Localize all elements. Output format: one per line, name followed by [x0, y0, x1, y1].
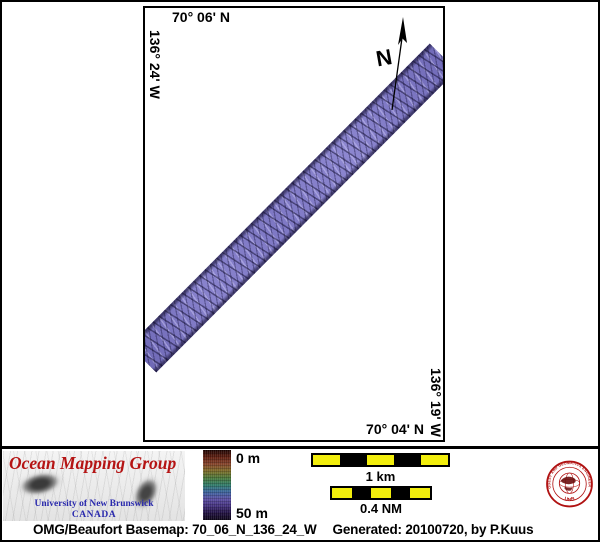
scalebar-segment [394, 455, 421, 465]
seal-inner-ring [552, 466, 587, 502]
scalebar-segment [332, 488, 352, 498]
latitude-label-top: 70° 06' N [172, 9, 230, 25]
seal-globe-landmass [560, 476, 576, 485]
north-arrow-shaft [391, 37, 403, 111]
north-arrow-head [398, 17, 407, 45]
nm-scalebar-label: 0.4 NM [360, 501, 402, 516]
omg-logo: Ocean Mapping Group University of New Br… [3, 451, 185, 521]
scalebar-segment [340, 455, 367, 465]
seal-unb-text: UNB [564, 496, 576, 503]
nm-scalebar [330, 486, 432, 500]
colorbar-min-label: 0 m [236, 450, 261, 466]
km-scalebar [311, 453, 450, 467]
logo-country-text: CANADA [71, 510, 117, 520]
scalebar-segment [410, 488, 430, 498]
scalebar-segment [313, 455, 340, 465]
scalebar-segment [371, 488, 391, 498]
seal-globe-landmass [564, 486, 573, 491]
depth-colorbar [203, 450, 231, 520]
scalebar-segment [421, 455, 448, 465]
scalebar-segment [390, 488, 411, 498]
caption-generated: Generated: 20100720, by P.Kuus [332, 522, 534, 537]
north-arrow-icon: N [374, 17, 407, 111]
logo-university-text: University of New Brunswick [34, 499, 154, 509]
map-frame [143, 6, 445, 442]
longitude-label-right: 136° 19' W [428, 368, 444, 437]
scalebar-segment [367, 455, 394, 465]
caption-basemap: OMG/Beaufort Basemap: 70_06_N_136_24_W [33, 522, 317, 537]
scalebar-segment [351, 488, 372, 498]
north-letter: N [374, 44, 394, 71]
colorbar-max-label: 50 m [236, 505, 268, 521]
omg-logo-title: Ocean Mapping Group [9, 453, 177, 473]
longitude-label-left: 136° 24' W [147, 30, 163, 99]
caption-line: OMG/Beaufort Basemap: 70_06_N_136_24_W Ge… [33, 522, 534, 537]
footer-divider [2, 446, 598, 449]
latitude-label-bottom: 70° 04' N [366, 421, 424, 437]
km-scalebar-label: 1 km [365, 469, 396, 484]
unb-gge-seal: GEODESY AND GEOMATICS ENGINEERING UNB [545, 458, 593, 508]
